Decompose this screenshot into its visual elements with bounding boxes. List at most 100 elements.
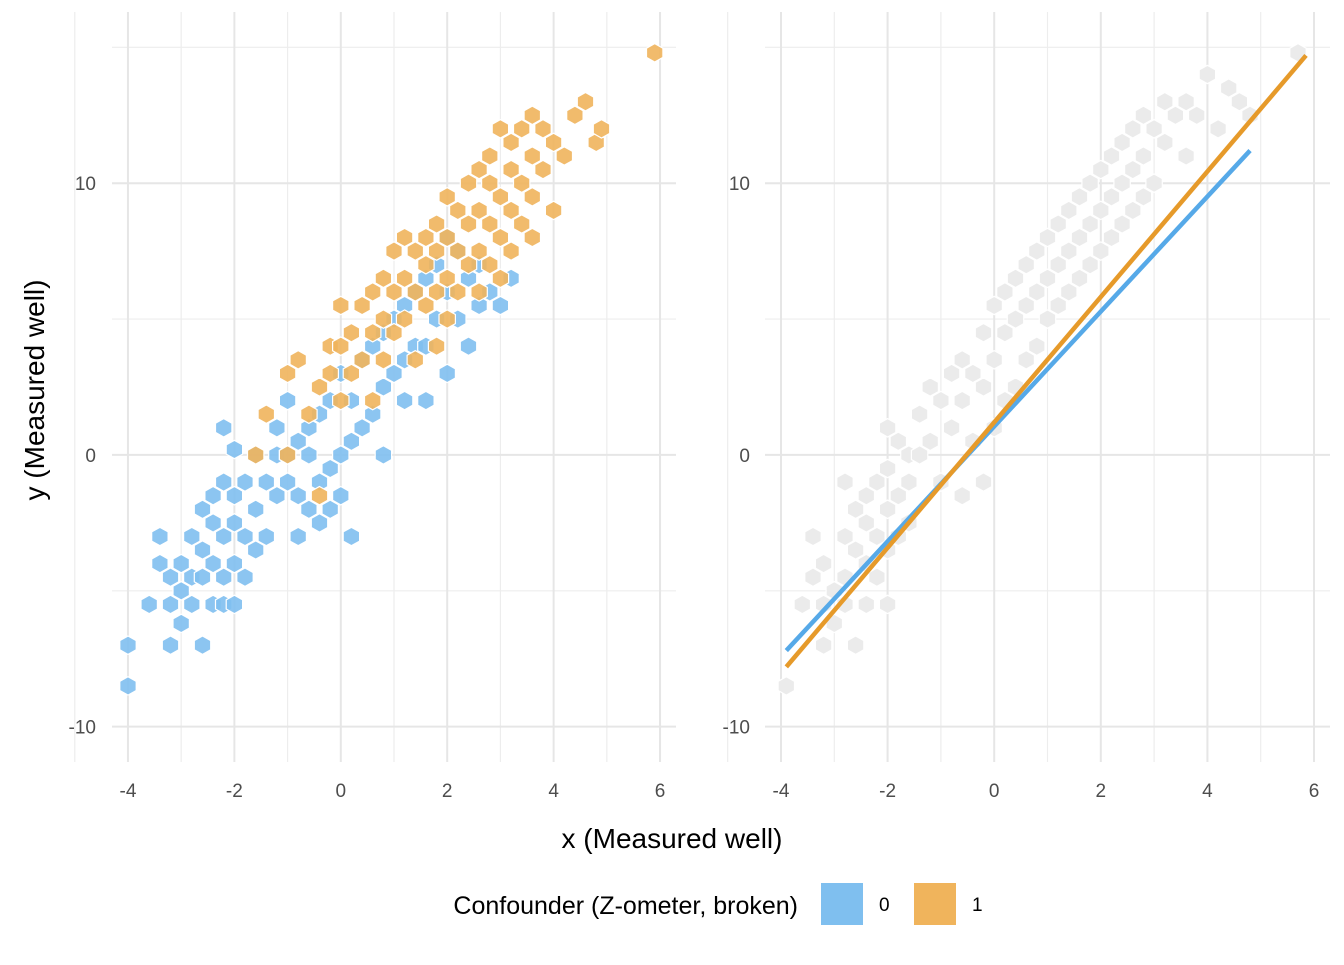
hex-bin <box>353 417 371 438</box>
regression-line-group-0 <box>784 149 1252 653</box>
hex-bin <box>523 186 542 207</box>
hex-bin <box>417 268 435 289</box>
hex-bin <box>353 295 371 316</box>
hex-bin <box>974 472 993 492</box>
hex-bin <box>985 295 1004 316</box>
hex-bin <box>363 390 382 411</box>
hex-bin <box>1134 105 1153 126</box>
hex-bin <box>332 295 350 316</box>
hex-bin <box>1081 254 1099 275</box>
hex-bin <box>900 472 918 492</box>
hex-bin <box>1017 295 1036 316</box>
legend-label: 1 <box>972 895 983 916</box>
hex-bin <box>246 445 265 465</box>
hex-bin <box>1123 200 1142 221</box>
hex-bin <box>814 635 833 656</box>
hex-bin <box>161 594 180 615</box>
legend-key-0 <box>821 883 863 925</box>
hex-bin <box>857 594 876 615</box>
hex-bin <box>438 268 456 289</box>
x-tick-label: 4 <box>1202 781 1213 802</box>
hex-bin <box>374 309 393 329</box>
hex-bin <box>332 336 350 357</box>
hex-bin <box>140 594 158 615</box>
hex-bin <box>300 404 318 425</box>
hex-bin <box>385 322 403 343</box>
legend-label: 0 <box>879 895 890 916</box>
hex-bin <box>878 417 897 438</box>
hex-bin <box>438 186 456 207</box>
hex-bin <box>1134 146 1153 166</box>
hex-bin <box>151 553 169 574</box>
hex-bin <box>512 173 531 194</box>
hex-bin <box>374 349 393 370</box>
hex-bin <box>449 241 467 261</box>
hex-bin <box>592 118 611 139</box>
hex-bin <box>204 513 222 533</box>
hex-bin <box>449 282 467 302</box>
hex-bin <box>523 105 542 126</box>
x-tick-label: 0 <box>989 781 1000 802</box>
hex-bin <box>395 268 414 289</box>
hex-bin <box>868 472 886 492</box>
hex-bin <box>353 349 371 370</box>
x-tick-label: 2 <box>442 781 453 802</box>
hex-bin <box>172 580 190 601</box>
hex-bin <box>1113 173 1131 194</box>
hex-bin <box>204 485 222 506</box>
hex-bin <box>225 553 244 574</box>
left-y-tick-labels: -10 0 10 <box>69 174 96 738</box>
hex-bin <box>193 635 212 656</box>
hex-bin <box>1091 241 1110 261</box>
hex-bin <box>953 485 972 506</box>
hex-bin <box>459 268 478 289</box>
hex-bin <box>1017 254 1036 275</box>
right-panel <box>727 12 1330 762</box>
hex-bin <box>459 254 478 275</box>
hex-bin <box>300 445 318 465</box>
hex-bin <box>278 445 297 465</box>
hex-bin <box>523 227 542 248</box>
hex-bin <box>225 485 244 506</box>
hex-bin <box>310 377 329 397</box>
hex-bin <box>502 241 520 261</box>
hex-bin <box>1102 227 1121 248</box>
hex-bin <box>119 635 137 656</box>
hex-bin <box>1059 200 1078 221</box>
hex-bin <box>846 540 865 560</box>
hex-bin <box>1113 214 1131 234</box>
hex-bin <box>1038 227 1057 248</box>
hex-bin <box>438 309 456 329</box>
hex-bin <box>417 254 435 275</box>
y-axis-title: y (Measured well) <box>19 280 50 501</box>
hex-bin <box>1027 241 1046 261</box>
x-tick-label: -4 <box>120 781 137 802</box>
hex-bin <box>1027 282 1046 302</box>
hex-bin <box>910 404 929 425</box>
hex-bin <box>1059 282 1078 302</box>
hex-bin <box>953 349 972 370</box>
hex-bin <box>119 676 137 696</box>
hex-bin <box>183 594 201 615</box>
hex-bin <box>310 485 329 506</box>
hex-bin <box>300 499 318 520</box>
x-tick-label: 4 <box>548 781 559 802</box>
hex-bin <box>1209 118 1227 139</box>
hex-bin <box>406 349 425 370</box>
hex-bin <box>921 431 940 452</box>
hex-bin <box>193 499 212 520</box>
hex-bin <box>1177 146 1195 166</box>
hex-bin <box>1102 186 1121 207</box>
hex-bin <box>246 540 265 560</box>
hex-bin <box>793 594 812 615</box>
hex-bin <box>225 439 244 460</box>
hex-bin <box>1219 78 1238 98</box>
hex-bin <box>363 404 382 425</box>
hex-bin <box>1155 132 1174 153</box>
hex-bin <box>161 567 180 588</box>
hex-bin <box>289 431 307 452</box>
hex-bin <box>777 676 796 696</box>
hex-bin <box>1070 227 1089 248</box>
hex-bin <box>1177 91 1195 112</box>
